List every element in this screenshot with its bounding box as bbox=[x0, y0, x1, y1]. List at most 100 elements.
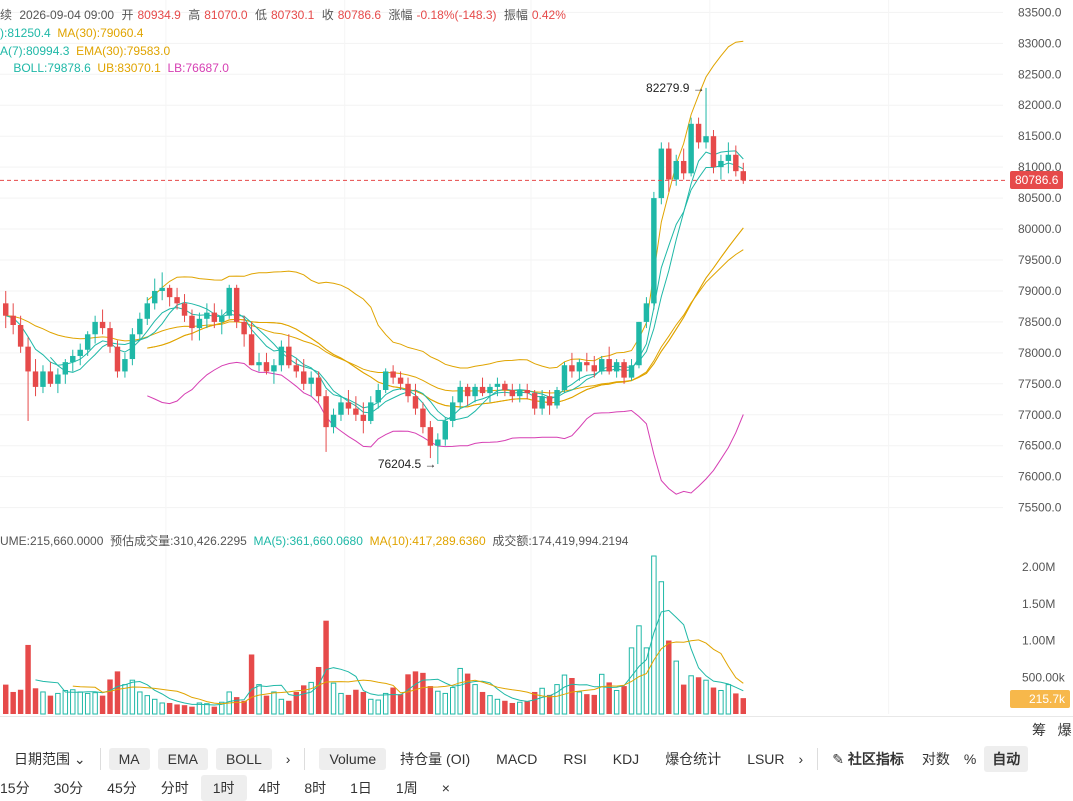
candle-body bbox=[107, 328, 113, 347]
candle-body bbox=[584, 362, 590, 366]
auto-scale-button[interactable]: 自动 bbox=[984, 746, 1029, 772]
candle-body bbox=[263, 362, 270, 372]
candle-body bbox=[256, 362, 262, 366]
volume-bar bbox=[152, 698, 158, 715]
tf-1h[interactable]: 1时 bbox=[200, 774, 247, 801]
candle-body bbox=[576, 362, 583, 372]
volume-tick-label: 1.00M bbox=[1022, 634, 1055, 648]
candle-body bbox=[606, 359, 612, 372]
candle-body bbox=[129, 334, 136, 360]
ma30-value: MA(30):79060.4 bbox=[57, 26, 144, 40]
chips-icon[interactable]: 筹 bbox=[1032, 722, 1046, 738]
candle-body bbox=[427, 427, 434, 446]
boll-button[interactable]: BOLL bbox=[215, 748, 272, 770]
tf-1w[interactable]: 1周 bbox=[395, 779, 418, 796]
candle-body bbox=[718, 160, 724, 168]
volume-bar bbox=[688, 675, 694, 715]
current-volume-tag: 215.7k bbox=[1010, 690, 1070, 709]
price-tick-label: 75500.0 bbox=[1018, 501, 1062, 515]
candle-body bbox=[569, 365, 575, 372]
liquidation-stats-button[interactable]: 爆仓统计 bbox=[665, 751, 722, 767]
price-tick-label: 79000.0 bbox=[1018, 284, 1062, 298]
divider bbox=[817, 748, 819, 770]
price-tick-label: 81500.0 bbox=[1018, 129, 1062, 143]
more-sub-indicators-button[interactable]: › bbox=[798, 751, 804, 767]
candle-body bbox=[301, 371, 307, 384]
tf-15m[interactable]: 15分 bbox=[0, 779, 30, 796]
volume-bar bbox=[338, 692, 344, 715]
amp-value: 0.42% bbox=[531, 8, 566, 22]
volume-tick-label: 500.00k bbox=[1022, 670, 1066, 684]
price-tick-label: 81000.0 bbox=[1018, 160, 1062, 174]
price-tick-label: 77000.0 bbox=[1018, 408, 1062, 422]
percent-scale-button[interactable]: % bbox=[963, 751, 977, 767]
more-main-indicators-button[interactable]: › bbox=[285, 751, 291, 767]
volume-bar bbox=[25, 644, 31, 714]
kdj-button[interactable]: KDJ bbox=[612, 751, 640, 767]
volume-button[interactable]: Volume bbox=[319, 748, 387, 770]
current-price-tag: 80786.6 bbox=[1010, 171, 1064, 190]
volume-bar bbox=[517, 701, 523, 715]
ema-button[interactable]: EMA bbox=[157, 748, 208, 770]
change-label: 涨幅 bbox=[388, 8, 413, 22]
candle-body bbox=[211, 312, 218, 322]
lb-value: LB:76687.0 bbox=[167, 61, 229, 75]
volume-bar bbox=[40, 691, 46, 715]
candle-body bbox=[412, 396, 419, 409]
candle-body bbox=[286, 346, 292, 366]
rsi-button[interactable]: RSI bbox=[563, 751, 587, 767]
volume-bar bbox=[591, 694, 597, 714]
candle-body bbox=[375, 390, 381, 403]
candle-body bbox=[621, 362, 627, 378]
timeframe-bar: 15分 30分 45分 分时 1时 4时 8时 1日 1周 × bbox=[0, 774, 1073, 801]
close-icon[interactable]: × bbox=[441, 779, 450, 796]
ema-short-value: A(7):80994.3 bbox=[0, 44, 70, 58]
volume-bar bbox=[382, 692, 389, 715]
log-scale-button[interactable]: 对数 bbox=[921, 751, 950, 767]
tf-1d[interactable]: 1日 bbox=[350, 779, 372, 796]
date-range-label: 日期范围 bbox=[14, 751, 70, 767]
ma-button[interactable]: MA bbox=[108, 748, 150, 770]
volume-bar bbox=[137, 691, 143, 715]
community-indicators-button[interactable]: ✎ 社区指标 bbox=[832, 749, 904, 769]
liquidation-icon[interactable]: 爆 bbox=[1057, 722, 1072, 738]
est-volume: 预估成交量:310,426.2295 bbox=[110, 534, 247, 548]
high-label: 高 bbox=[188, 8, 201, 22]
candle-body bbox=[636, 321, 642, 366]
candle-body bbox=[174, 297, 180, 304]
volume-bar bbox=[464, 673, 471, 714]
candle-body bbox=[166, 287, 173, 298]
tf-45m[interactable]: 45分 bbox=[107, 779, 137, 796]
oi-button[interactable]: 持仓量 (OI) bbox=[400, 751, 471, 767]
candle-body bbox=[40, 371, 46, 387]
candle-body bbox=[502, 383, 508, 390]
tf-timeshare[interactable]: 分时 bbox=[160, 779, 189, 796]
chart-canvas[interactable]: 83500.0 83000.0 82500.0 82000.0 81500.0 81000… bbox=[0, 0, 1073, 716]
volume-bar bbox=[442, 692, 448, 715]
candle-body bbox=[524, 390, 530, 394]
candle-body bbox=[159, 287, 165, 291]
corner-icons: 筹 爆 bbox=[1032, 720, 1072, 740]
candle-body bbox=[695, 123, 702, 143]
volume-bar bbox=[293, 691, 299, 714]
tf-4h[interactable]: 4时 bbox=[258, 779, 281, 796]
macd-button[interactable]: MACD bbox=[496, 751, 538, 767]
volume-bar bbox=[584, 694, 590, 714]
volume-bar bbox=[330, 682, 337, 715]
edit-icon: ✎ bbox=[832, 751, 844, 767]
price-tick-label: 78500.0 bbox=[1018, 315, 1062, 329]
candle-body bbox=[666, 148, 672, 180]
volume-bar bbox=[271, 691, 277, 715]
candle-body bbox=[99, 321, 106, 329]
volume-bar bbox=[405, 674, 411, 714]
tf-30m[interactable]: 30分 bbox=[53, 779, 84, 796]
high-value: 81070.0 bbox=[204, 8, 248, 22]
volume-bar bbox=[375, 699, 381, 715]
lsur-button[interactable]: LSUR bbox=[747, 751, 785, 767]
volume-bar bbox=[107, 679, 113, 714]
date-range-button[interactable]: 日期范围 ⌄ bbox=[14, 749, 86, 769]
low-value: 80730.1 bbox=[270, 8, 315, 22]
volume-bar bbox=[345, 694, 352, 714]
tf-8h[interactable]: 8时 bbox=[304, 779, 327, 796]
volume-bar bbox=[3, 684, 9, 714]
